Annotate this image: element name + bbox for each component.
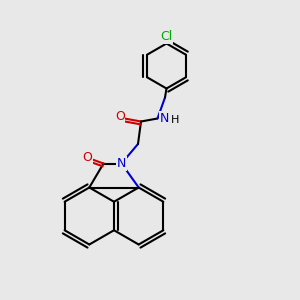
Text: O: O xyxy=(115,110,124,124)
Text: O: O xyxy=(82,151,92,164)
Text: H: H xyxy=(171,115,179,125)
Text: N: N xyxy=(117,157,126,170)
Text: Cl: Cl xyxy=(160,30,172,44)
Text: N: N xyxy=(159,112,169,125)
